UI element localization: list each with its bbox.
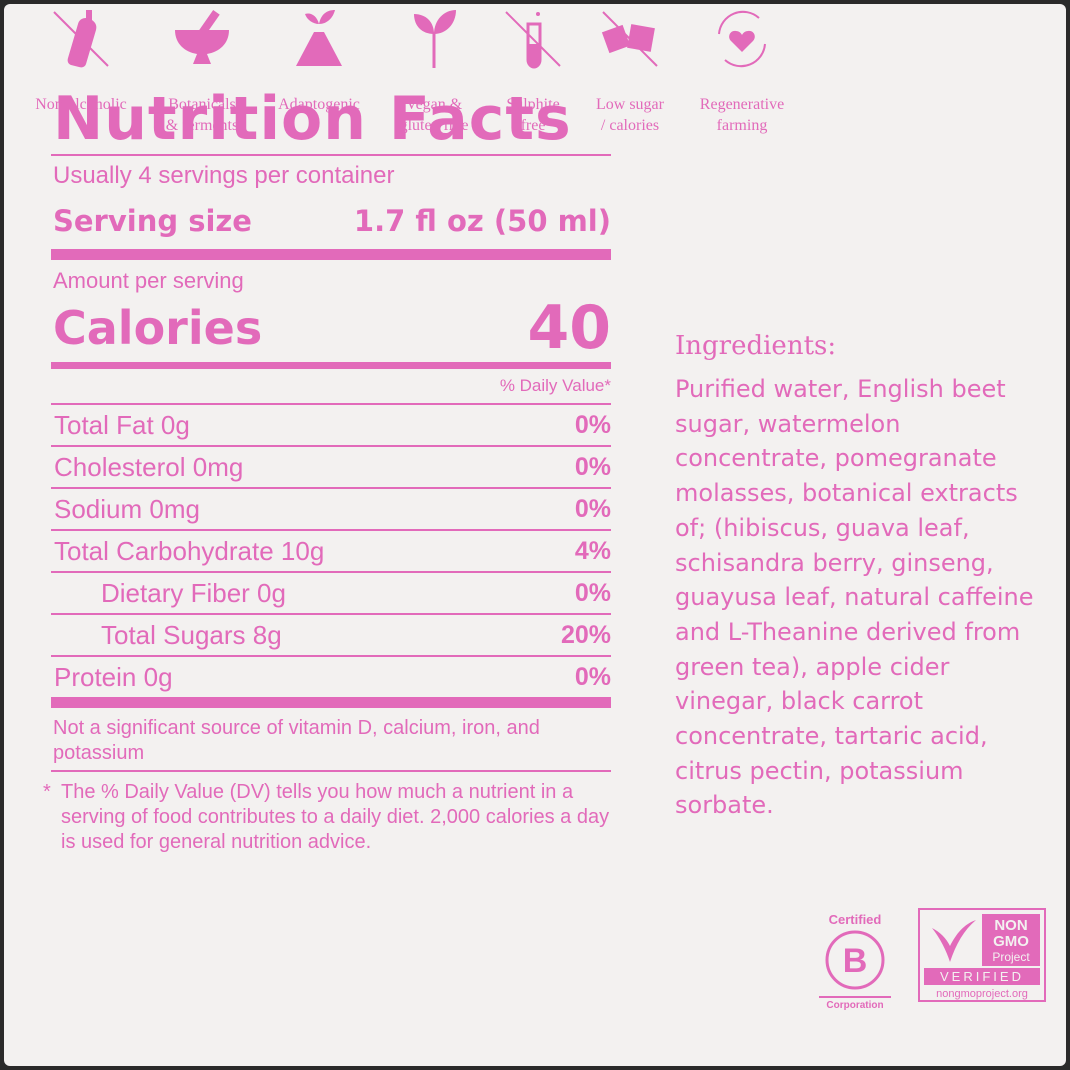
nutrient-label: Total Carbohydrate 10g	[54, 535, 325, 566]
badge-label: Regenerative farming	[682, 94, 802, 136]
nutrient-label: Dietary Fiber 0g	[101, 577, 286, 608]
amount-per-serving: Amount per serving	[53, 268, 244, 293]
serving-size-row: Serving size 1.7 fl oz (50 ml)	[53, 196, 611, 246]
heart-cycle-icon	[718, 10, 766, 68]
divider	[51, 154, 611, 156]
badge-label: Botanicals & ferments	[142, 94, 262, 136]
badge-vegan: Vegan & gluten free	[374, 4, 494, 136]
ingredients-section: Ingredients: Purified water, English bee…	[675, 326, 1055, 823]
nutrient-row: Total Sugars 8g 20%	[51, 613, 611, 655]
nutrient-row: Dietary Fiber 0g 0%	[51, 571, 611, 613]
b-corp-top-text: Certified	[828, 912, 882, 927]
test-tube-icon	[505, 11, 561, 69]
nutrient-row: Protein 0g 0%	[51, 655, 611, 697]
nutrient-label: Sodium 0mg	[54, 493, 200, 524]
ingredients-text: Purified water, English beet sugar, wate…	[675, 375, 1034, 820]
b-corp-logo: Certified B Corporation	[819, 912, 891, 1011]
badge-non-alcoholic: Non-alcoholic	[21, 4, 141, 115]
badge-low-sugar: Low sugar / calories	[570, 4, 690, 136]
badge-label: Non-alcoholic	[21, 94, 141, 115]
badge-label-line: / calories	[600, 117, 660, 134]
nutrient-percent: 0%	[574, 578, 611, 607]
calories-row: Calories 40	[53, 293, 612, 363]
nutrient-row: Cholesterol 0mg 0%	[51, 445, 611, 487]
non-gmo-icon: NON GMO Project VERIFIED nongmoproject.o…	[918, 908, 1046, 1002]
badge-botanicals: Botanicals & ferments	[142, 4, 262, 136]
daily-value-footnote: * The % Daily Value (DV) tells you how m…	[43, 772, 611, 855]
sprout-flask-icon	[296, 10, 342, 66]
calories-value: 40	[527, 293, 612, 363]
daily-value-header: % Daily Value*	[499, 376, 611, 395]
nutrition-facts-label: Nutrition Facts Usually 4 servings per c…	[43, 84, 612, 855]
badge-label-line: Adaptogenic	[278, 96, 360, 113]
divider-medium	[51, 362, 611, 369]
svg-text:VERIFIED: VERIFIED	[940, 969, 1024, 984]
badge-label-line: gluten free	[399, 117, 469, 134]
non-gmo-verified-logo: NON GMO Project VERIFIED nongmoproject.o…	[918, 908, 1046, 1002]
badge-sulphite-free: Sulphite free	[473, 4, 593, 136]
nutrient-label: Total Sugars 8g	[101, 619, 282, 650]
nutrient-row: Total Carbohydrate 10g 4%	[51, 529, 611, 571]
divider-thick	[51, 249, 611, 260]
footnote-marker: *	[43, 781, 51, 803]
badge-label: Adaptogenic	[259, 94, 379, 115]
servings-per-container: Usually 4 servings per container	[53, 162, 395, 189]
nutrient-percent: 0%	[574, 410, 611, 439]
badge-label-line: Non-alcoholic	[35, 96, 127, 113]
badge-label: Vegan & gluten free	[374, 94, 494, 136]
badge-label-line: farming	[716, 117, 768, 134]
svg-text:GMO: GMO	[993, 933, 1029, 950]
nutrient-row: Sodium 0mg 0%	[51, 487, 611, 529]
badge-regenerative: Regenerative farming	[682, 4, 802, 136]
divider-thick	[51, 697, 611, 708]
nutrient-row: Total Fat 0g 0%	[51, 403, 611, 445]
badge-label-line: free	[520, 117, 546, 134]
serving-size-value: 1.7 fl oz (50 ml)	[353, 204, 611, 238]
svg-text:NON: NON	[994, 917, 1027, 934]
badge-label-line: Botanicals	[168, 96, 236, 113]
nutrient-percent: 0%	[574, 662, 611, 691]
badge-label-line: Vegan &	[405, 96, 463, 113]
nutrient-percent: 4%	[574, 536, 611, 565]
mortar-pestle-icon	[175, 10, 229, 64]
leaf-sprout-icon	[414, 10, 456, 68]
badge-label-line: & ferments	[165, 117, 239, 134]
nutrition-title: Nutrition Facts	[53, 84, 572, 154]
product-info-panel: Nutrition Facts Usually 4 servings per c…	[4, 4, 1066, 1066]
svg-text:nongmoproject.org: nongmoproject.org	[936, 988, 1028, 1000]
badge-label-line: Regenerative	[699, 96, 785, 113]
footnote-text: The % Daily Value (DV) tells you how muc…	[61, 781, 610, 853]
serving-size-label: Serving size	[53, 204, 252, 238]
nutrient-label: Protein 0g	[54, 661, 173, 692]
non-alcoholic-icon	[53, 10, 109, 68]
nutrient-percent: 20%	[560, 620, 611, 649]
calories-label: Calories	[53, 301, 263, 355]
badge-label-line: Sulphite	[506, 96, 560, 113]
svg-text:B: B	[843, 942, 868, 980]
badge-label: Low sugar / calories	[570, 94, 690, 136]
ingredients-title: Ingredients:	[675, 331, 837, 361]
badge-adaptogenic: Adaptogenic	[259, 4, 379, 115]
nutrient-percent: 0%	[574, 452, 611, 481]
b-corp-icon: B	[825, 930, 885, 990]
nutrient-label: Total Fat 0g	[54, 409, 190, 440]
vitamin-footnote: Not a significant source of vitamin D, c…	[53, 717, 540, 764]
svg-text:Project: Project	[992, 950, 1030, 964]
divider	[51, 770, 611, 772]
badge-label-line: Low sugar	[596, 96, 664, 113]
badge-label: Sulphite free	[473, 94, 593, 136]
b-corp-bottom-text: Corporation	[819, 996, 891, 1011]
nutrient-label: Cholesterol 0mg	[54, 451, 244, 482]
nutrient-percent: 0%	[574, 494, 611, 523]
sugar-cube-icon	[601, 11, 658, 67]
